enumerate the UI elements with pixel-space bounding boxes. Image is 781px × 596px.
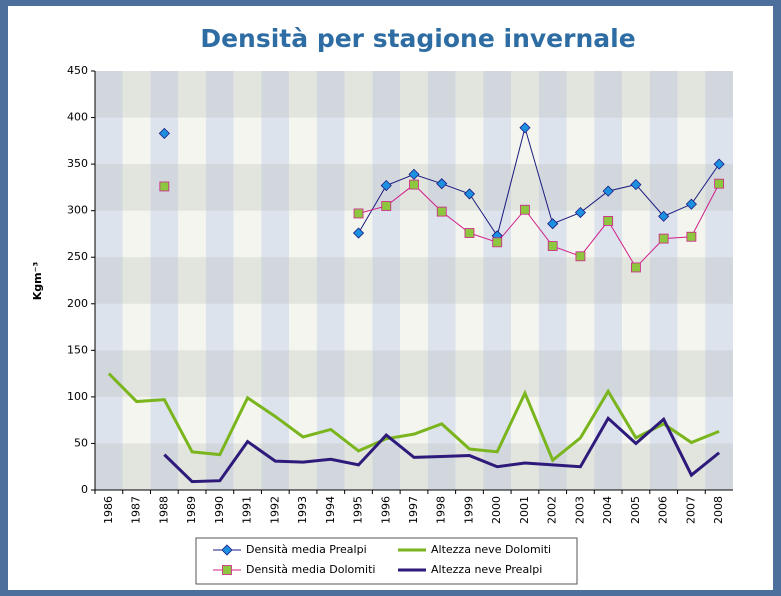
y-tick-label: 200 [67,297,88,310]
legend-label: Altezza neve Dolomiti [431,543,551,556]
x-tick-label: 2008 [712,496,725,524]
series-line [358,125,720,238]
chart-title: Densità per stagione invernale [200,24,635,53]
column-stripe [344,71,373,490]
x-tick-label: 2005 [629,496,642,524]
x-tick-label: 2007 [684,496,697,524]
y-tick-label: 450 [67,64,88,77]
column-stripe [400,71,428,490]
x-tick-label: 2002 [546,496,559,524]
row-band [95,350,733,397]
y-tick-label: 300 [67,204,88,217]
data-point [547,218,559,230]
x-tick-label: 1989 [185,496,198,524]
data-point [631,262,641,273]
x-tick-label: 2004 [601,496,614,524]
series-line [163,415,721,484]
legend-marker [221,544,233,556]
data-point [574,206,587,219]
data-point [713,158,725,170]
row-band [95,71,733,118]
x-tick-label: 1995 [352,496,365,524]
column-stripe [122,71,151,490]
x-tick-label: 1993 [296,496,309,524]
x-tick-label: 2003 [573,496,586,524]
data-point [436,206,447,217]
data-point [464,228,475,238]
column-stripe [427,71,456,490]
y-tick-label: 400 [67,111,88,124]
x-tick-label: 2006 [657,496,670,524]
x-tick-label: 1997 [407,496,420,524]
data-point [630,179,642,191]
column-stripe [205,71,234,490]
column-stripe [705,71,733,490]
legend-label: Densità media Dolomiti [246,563,375,576]
data-point [686,231,697,242]
x-tick-label: 1991 [241,496,254,524]
data-point [159,181,170,192]
data-point [714,178,725,189]
x-tick-label: 1988 [157,496,170,524]
chart: Densità per stagione invernale Kgm⁻³ 0 50… [31,24,733,585]
column-stripe [289,71,317,490]
data-point [353,208,364,219]
column-stripe [538,71,567,490]
x-tick-label: 1987 [130,496,143,524]
data-point [380,179,392,192]
x-tick-label: 1994 [324,496,337,524]
legend [195,537,578,585]
data-point [658,210,670,222]
x-tick-label: 1990 [213,496,226,524]
column-stripe [372,71,401,490]
y-tick-label: 350 [67,157,88,170]
data-point [352,227,365,239]
legend-marker [222,565,232,575]
row-band [95,257,733,304]
x-tick-label: 2001 [518,496,531,524]
data-point [519,122,531,134]
x-tick-label: 2000 [490,496,503,524]
column-stripe [455,71,484,490]
data-point [520,204,530,215]
y-tick-label: 50 [74,436,88,449]
data-point [408,168,420,180]
x-tick-label: 1998 [435,496,448,524]
data-point [685,198,697,210]
y-tick-label: 0 [81,483,88,496]
data-point [158,127,170,139]
data-point [575,251,586,262]
x-tick-label: 1996 [379,496,392,524]
x-tick-label: 1999 [462,496,475,524]
y-axis-label: Kgm⁻³ [31,262,44,301]
y-tick-label: 100 [67,390,88,403]
column-stripe [677,71,706,490]
column-stripe [261,71,290,490]
data-point [603,216,614,226]
column-stripe [95,71,123,490]
data-point [436,178,448,190]
column-stripe [483,71,512,490]
column-stripe [178,71,206,490]
data-point [409,179,419,190]
legend-label: Altezza neve Prealpi [431,563,542,576]
data-point [658,233,669,244]
x-tick-label: 1986 [102,496,115,524]
y-tick-label: 250 [67,250,88,263]
column-stripe [316,71,345,490]
frame: Densità per stagione invernale Kgm⁻³ 0 50… [8,6,773,590]
data-point [602,185,614,197]
data-point [492,237,503,248]
x-tick-label: 1992 [268,496,281,524]
y-tick-label: 150 [67,343,88,356]
data-point [547,241,558,251]
column-stripe [511,71,539,490]
data-point [463,188,476,200]
data-point [381,201,392,211]
series-line [107,372,720,463]
legend-label: Densità media Prealpi [246,543,367,556]
